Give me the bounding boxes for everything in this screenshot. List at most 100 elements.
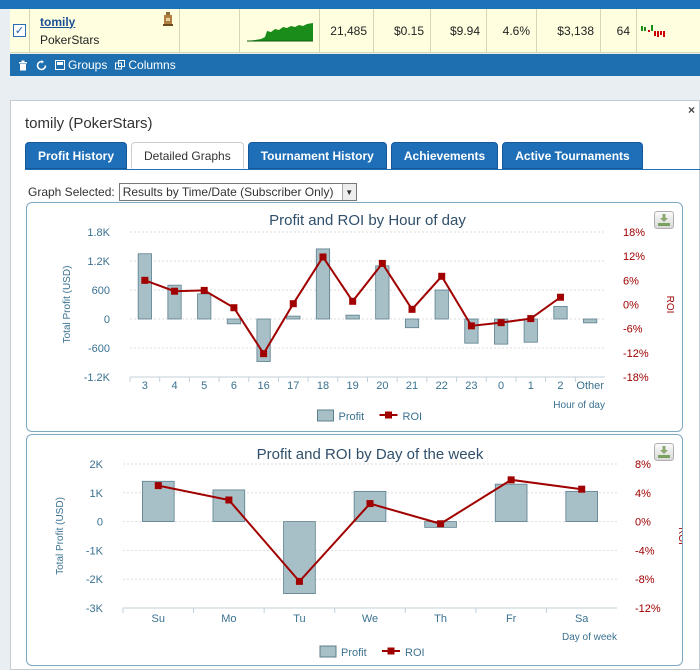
roi-point bbox=[295, 577, 303, 585]
row-checkbox[interactable]: ✓ bbox=[13, 24, 26, 37]
legend-roi-label: ROI bbox=[405, 647, 425, 659]
y2-tick-label: -12% bbox=[635, 603, 661, 615]
x-tick-label: 23 bbox=[465, 380, 477, 392]
y-tick-label: -3K bbox=[86, 603, 104, 615]
roi-point bbox=[378, 259, 386, 267]
roi-point bbox=[467, 322, 475, 330]
table-toolbar: Groups Columns bbox=[10, 54, 700, 76]
legend-roi-label: ROI bbox=[403, 411, 423, 423]
tab-underline bbox=[25, 169, 700, 170]
x-tick-label: 19 bbox=[347, 380, 359, 392]
roi-point bbox=[225, 496, 233, 504]
legend-profit-swatch bbox=[317, 409, 334, 422]
x-axis-title: Day of week bbox=[562, 632, 618, 643]
y2-tick-label: -18% bbox=[623, 372, 649, 384]
blank-cell bbox=[180, 9, 240, 52]
player-panel: × tomily (PokerStars) Profit History Det… bbox=[10, 100, 700, 670]
player-row[interactable]: ✓ tomily PokerStars 21,485 $0.15 $9.94 4… bbox=[10, 9, 700, 53]
x-tick-label: 4 bbox=[171, 380, 177, 392]
row-checkbox-cell[interactable]: ✓ bbox=[10, 9, 30, 52]
tab-achievements[interactable]: Achievements bbox=[390, 142, 499, 169]
groups-button[interactable]: Groups bbox=[55, 58, 107, 72]
roi-point bbox=[171, 287, 179, 295]
download-icon[interactable] bbox=[654, 211, 674, 229]
player-name-cell: tomily PokerStars bbox=[30, 9, 180, 52]
x-tick-label: Tu bbox=[293, 613, 305, 625]
tab-detailed-graphs[interactable]: Detailed Graphs bbox=[131, 142, 244, 169]
tab-profit-history[interactable]: Profit History bbox=[25, 142, 128, 169]
graph-selector: Graph Selected: Results by Time/Date (Su… bbox=[28, 183, 357, 201]
profit-bar bbox=[226, 318, 241, 325]
profit-bar bbox=[137, 253, 152, 320]
total-profit-cell: $3,138 bbox=[537, 9, 601, 52]
x-tick-label: 20 bbox=[376, 380, 388, 392]
roi-point bbox=[366, 500, 374, 508]
x-tick-label: 5 bbox=[201, 380, 207, 392]
y-tick-label: -1.2K bbox=[84, 372, 111, 384]
x-axis-title: Hour of day bbox=[553, 400, 605, 411]
ability-cell: 64 bbox=[601, 9, 637, 52]
x-tick-label: Sa bbox=[575, 613, 589, 625]
download-icon[interactable] bbox=[654, 443, 674, 461]
columns-icon bbox=[115, 60, 126, 70]
y2-tick-label: 0% bbox=[635, 517, 651, 529]
roi-point bbox=[349, 297, 357, 305]
y-tick-label: 1K bbox=[90, 488, 104, 500]
x-tick-label: 16 bbox=[257, 380, 269, 392]
columns-button[interactable]: Columns bbox=[115, 58, 176, 72]
x-tick-label: 21 bbox=[406, 380, 418, 392]
roi-point bbox=[289, 300, 297, 308]
y-tick-label: 2K bbox=[90, 459, 104, 471]
roi-point bbox=[527, 315, 535, 323]
x-tick-label: Su bbox=[152, 613, 165, 625]
close-icon[interactable]: × bbox=[687, 103, 695, 117]
rank-badge-icon bbox=[163, 12, 173, 26]
chart-title: Profit and ROI by Day of the week bbox=[257, 446, 484, 463]
graph-select-value: Results by Time/Date (Subscriber Only) bbox=[122, 185, 334, 199]
graph-selected-label: Graph Selected: bbox=[28, 185, 115, 199]
graph-select[interactable]: Results by Time/Date (Subscriber Only) ▼ bbox=[118, 183, 357, 201]
x-tick-label: Mo bbox=[221, 613, 236, 625]
tab-active-tournaments[interactable]: Active Tournaments bbox=[502, 142, 643, 169]
player-name-link[interactable]: tomily bbox=[40, 14, 76, 29]
chevron-down-icon: ▼ bbox=[341, 184, 356, 200]
y-tick-label: 1.2K bbox=[87, 256, 110, 268]
profit-bar bbox=[523, 318, 538, 343]
games-cell: 21,485 bbox=[320, 9, 374, 52]
y2-tick-label: 4% bbox=[635, 488, 651, 500]
x-tick-label: 22 bbox=[436, 380, 448, 392]
profit-bar bbox=[565, 490, 598, 523]
player-site: PokerStars bbox=[40, 32, 100, 47]
profit-bar bbox=[315, 248, 331, 320]
profit-bar bbox=[583, 318, 598, 324]
legend-roi-swatch bbox=[385, 411, 392, 419]
x-tick-label: We bbox=[362, 613, 378, 625]
chart-title: Profit and ROI by Hour of day bbox=[269, 212, 466, 229]
y2-tick-label: -6% bbox=[623, 324, 643, 336]
roi-point bbox=[260, 350, 268, 358]
trash-icon[interactable] bbox=[18, 60, 28, 71]
profit-bar bbox=[494, 483, 528, 522]
legend-profit-label: Profit bbox=[339, 411, 365, 423]
roi-point bbox=[154, 482, 162, 490]
y-tick-label: -1K bbox=[86, 545, 104, 557]
panel-title: tomily (PokerStars) bbox=[25, 115, 153, 132]
y2-tick-label: -12% bbox=[623, 348, 649, 360]
x-tick-label: 1 bbox=[528, 380, 534, 392]
tab-tournament-history[interactable]: Tournament History bbox=[247, 142, 387, 169]
x-tick-label: Fr bbox=[506, 613, 517, 625]
y2-tick-label: 12% bbox=[623, 251, 645, 263]
roi-point bbox=[437, 520, 445, 528]
roi-point bbox=[556, 293, 564, 301]
hour-chart-box: Profit and ROI by Hour of day 1.8K 1.2K 600… bbox=[26, 202, 683, 432]
columns-label: Columns bbox=[128, 58, 176, 72]
y2-tick-label: -4% bbox=[635, 545, 655, 557]
x-tick-label: 17 bbox=[287, 380, 299, 392]
form-cell bbox=[637, 9, 670, 52]
avg-profit-cell: $9.94 bbox=[431, 9, 487, 52]
profit-bar bbox=[434, 289, 449, 320]
refresh-icon[interactable] bbox=[36, 59, 47, 71]
roi-point bbox=[230, 304, 238, 312]
roi-point bbox=[200, 286, 208, 294]
hour-chart: Profit and ROI by Hour of day1.8K1.2K600… bbox=[62, 212, 675, 423]
